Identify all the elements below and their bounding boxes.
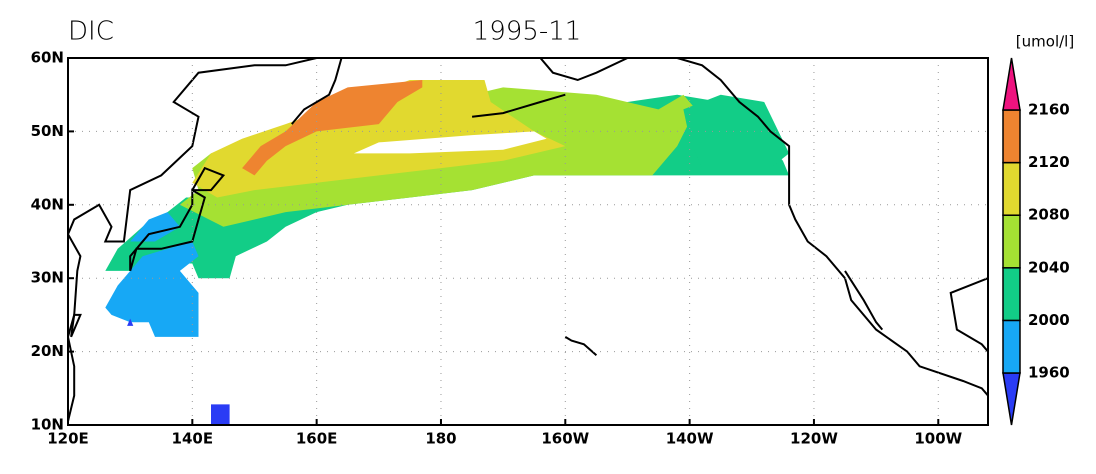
x-tick-label: 120W	[790, 430, 838, 448]
colorbar-label: 1960	[1028, 364, 1070, 382]
field-layer	[105, 80, 790, 425]
y-tick-label: 60N	[31, 49, 64, 67]
coast-layer	[68, 58, 988, 422]
axes-layer: 120E 140E 160E 180 160W 140W 120W 100W 10N 20N 30N…	[31, 49, 1070, 448]
colorbar-high	[1002, 57, 1021, 111]
y-tick-label: 40N	[31, 195, 64, 213]
coastline	[471, 93, 566, 118]
coastline	[844, 270, 884, 331]
colorbar-box	[1002, 267, 1021, 322]
x-tick-label: 180	[425, 430, 456, 448]
chart-title: DIC	[68, 17, 114, 47]
coastline	[191, 166, 226, 192]
coastline	[68, 58, 317, 338]
coastline	[564, 336, 598, 357]
x-tick-label: 100W	[914, 430, 962, 448]
contour-region	[105, 241, 199, 337]
colorbar-box	[1002, 161, 1021, 216]
contour-region	[192, 80, 566, 198]
y-tick-label: 10N	[31, 416, 64, 434]
colorbar-label: 2160	[1028, 101, 1070, 119]
x-tick-label: 140E	[172, 430, 214, 448]
colorbar-box	[1002, 109, 1021, 164]
missing-area	[353, 131, 547, 154]
colorbar-label: 2040	[1028, 258, 1070, 276]
contour-region	[242, 80, 423, 176]
colorbar-low	[1002, 372, 1021, 426]
y-tick-label: 30N	[31, 269, 64, 287]
units-label: [umol/l]	[1016, 33, 1074, 51]
contour-region	[127, 318, 134, 326]
x-tick-label: 160W	[541, 430, 589, 448]
coastline	[539, 58, 628, 82]
coastline	[949, 277, 988, 353]
colorbar-label: 2000	[1028, 311, 1070, 329]
coastline	[70, 313, 82, 338]
contour-region	[211, 404, 230, 425]
y-tick-label: 20N	[31, 342, 64, 360]
x-tick-label: 160E	[296, 430, 338, 448]
colorbar-label: 2080	[1028, 206, 1070, 224]
contour-region	[130, 212, 180, 242]
contour-region	[683, 94, 790, 169]
plot-frame	[67, 57, 989, 426]
chart-subtitle: 1995-11	[473, 17, 582, 47]
colorbar-box	[1002, 214, 1021, 269]
colorbar-box	[1002, 319, 1021, 374]
colorbar-label: 2120	[1028, 153, 1070, 171]
y-tick-label: 50N	[31, 122, 64, 140]
coastline	[676, 58, 988, 397]
coastline	[291, 58, 343, 125]
x-tick-label: 140W	[666, 430, 714, 448]
coastline	[129, 188, 206, 272]
x-tick-label: 120E	[47, 430, 89, 448]
